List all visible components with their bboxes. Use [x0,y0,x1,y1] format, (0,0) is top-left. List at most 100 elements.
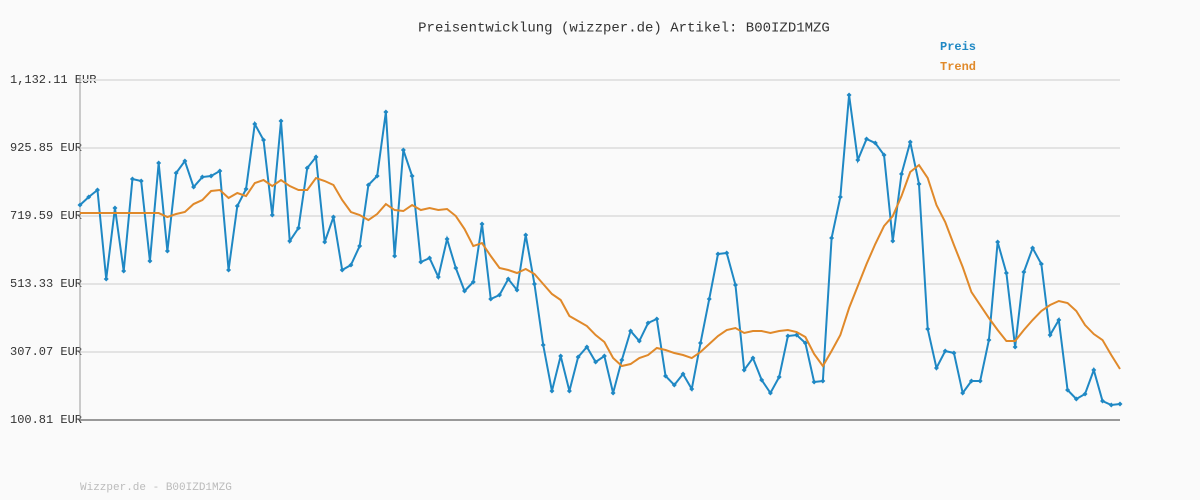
data-point [820,378,826,384]
data-point [278,118,284,124]
data-point [942,348,948,354]
data-point [1012,344,1018,350]
data-point [933,365,939,371]
data-point [1073,396,1079,402]
data-point [514,287,520,293]
data-point [357,243,363,249]
data-point [890,238,896,244]
data-point [488,296,494,302]
data-point [671,382,677,388]
data-point [173,170,179,176]
data-point [645,320,651,326]
data-point [138,178,144,184]
data-point [680,371,686,377]
data-point [593,359,599,365]
data-point [339,267,345,273]
data-point [112,205,118,211]
data-point [261,137,267,143]
footer: Wizzper.de - B00IZD1MZG [80,482,232,494]
data-point [628,328,634,334]
data-point [715,251,721,257]
y-tick-label: 1,132.11 EUR [10,73,96,87]
data-point [243,186,249,192]
data-point [549,388,555,394]
data-point [453,265,459,271]
data-point [1117,401,1123,407]
data-point [706,296,712,302]
data-point [269,212,275,218]
data-point [689,386,695,392]
data-point [304,165,310,171]
data-point [199,174,205,180]
data-point [418,259,424,265]
data-point [435,274,441,280]
legend-label: Trend [940,60,976,74]
data-point [383,109,389,115]
data-point [968,378,974,384]
data-point [531,281,537,287]
data-point [575,354,581,360]
data-point [121,268,127,274]
data-point [1047,332,1053,338]
data-point [470,279,476,285]
series-line [79,94,1121,407]
data-point [619,357,625,363]
data-point [785,333,791,339]
data-point [584,344,590,350]
data-point [234,203,240,209]
data-point [951,350,957,356]
data-point [540,342,546,348]
y-tick-label: 719.59 EUR [10,209,82,223]
data-point [400,147,406,153]
data-point [741,367,747,373]
data-point [1082,391,1088,397]
y-tick-label: 925.85 EUR [10,141,82,155]
data-point [1065,387,1071,393]
data-point [732,282,738,288]
data-point [409,173,415,179]
data-point [759,377,765,383]
data-point [164,248,170,254]
data-point [252,121,258,127]
data-point [295,225,301,231]
data-point [881,152,887,158]
data-point [750,355,756,361]
data-point [462,288,468,294]
data-point [872,140,878,146]
data-point [156,160,162,166]
data-point [103,276,109,282]
data-point [313,154,319,160]
data-point [523,232,529,238]
data-point [1108,402,1114,408]
data-point [977,378,983,384]
data-point [1021,269,1027,275]
data-point [217,168,223,174]
data-point [558,353,564,359]
data-point [1030,245,1036,251]
data-point [287,238,293,244]
data-point [636,338,642,344]
data-point [496,292,502,298]
data-point [986,337,992,343]
data-point [427,255,433,261]
data-point [776,374,782,380]
data-point [1056,317,1062,323]
data-point [208,173,214,179]
data-point [226,267,232,273]
data-point [129,176,135,182]
data-point [698,340,704,346]
data-point [724,250,730,256]
data-point [1038,261,1044,267]
series-line [80,163,1121,370]
data-point [995,239,1001,245]
data-point [907,139,913,145]
data-point [663,373,669,379]
data-point [767,390,773,396]
data-point [348,262,354,268]
data-point [374,173,380,179]
data-point [322,239,328,245]
data-point [330,214,336,220]
y-tick-label: 513.33 EUR [10,277,82,291]
data-point [1100,398,1106,404]
data-point [1091,367,1097,373]
